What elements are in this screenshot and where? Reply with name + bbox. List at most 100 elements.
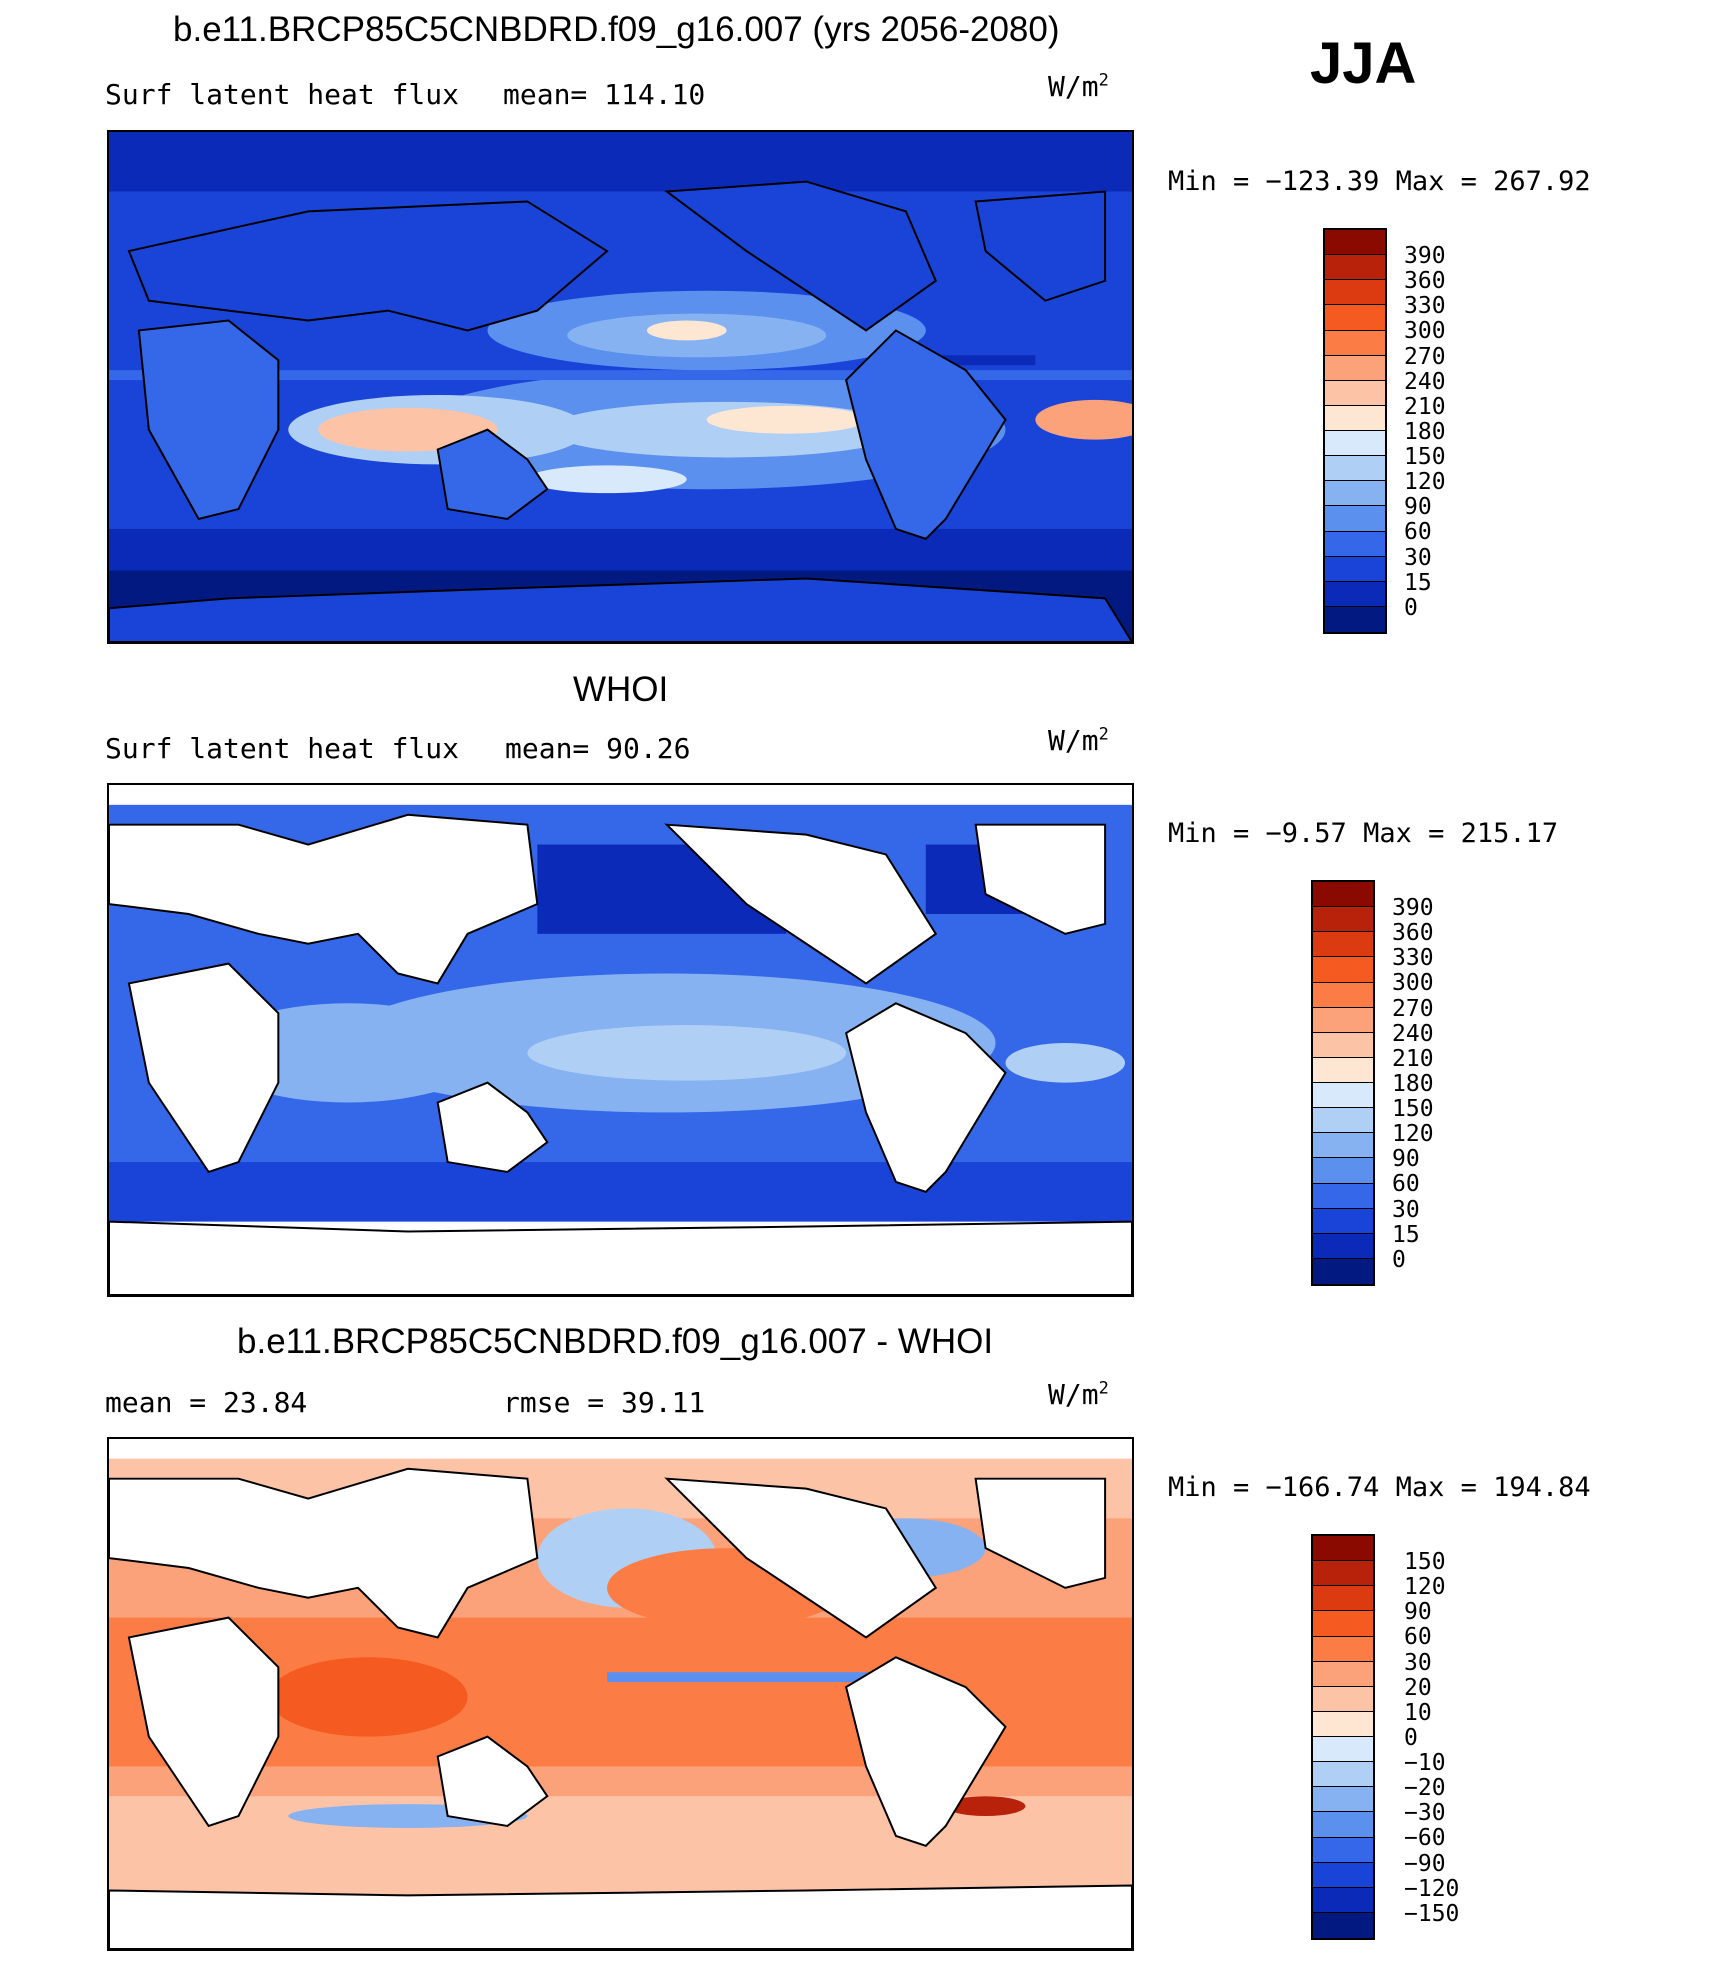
colorbar-swatch: [1325, 431, 1385, 457]
colorbar-tick-label: 390: [1404, 243, 1446, 269]
colorbar-tick-label: 330: [1404, 293, 1446, 320]
colorbar-swatch: [1313, 882, 1373, 908]
colorbar-tick-label: 210: [1404, 393, 1446, 420]
colorbar-tick-label: 240: [1392, 1020, 1434, 1047]
colorbar-swatch: [1325, 456, 1385, 482]
rmse-label: rmse = 39.11: [503, 1386, 706, 1419]
colorbar-tick-label: 0: [1392, 1246, 1406, 1273]
colorbar-tick-label: 150: [1392, 1096, 1434, 1122]
colorbar-tick-label: 180: [1404, 418, 1446, 445]
colorbar-labels: 390 360 330 300 270 240 210 180 150 120 90 60 30 15 0: [1392, 895, 1434, 1273]
colorbar-tick-label: −20: [1404, 1775, 1446, 1802]
colorbar-swatch: [1325, 556, 1385, 582]
colorbar-tick-label: 330: [1392, 945, 1434, 972]
colorbar-swatch: [1325, 355, 1385, 381]
colorbar-tick-label: 270: [1392, 995, 1434, 1022]
colorbar-swatch: [1313, 1258, 1373, 1284]
colorbar-tick-label: 240: [1404, 368, 1446, 395]
colorbar-swatch: [1313, 907, 1373, 933]
colorbar-tick-label: 20: [1404, 1674, 1432, 1701]
units-label: W/m2: [1048, 70, 1109, 103]
colorbar-tick-label: −10: [1404, 1750, 1446, 1776]
colorbar-swatch: [1313, 1862, 1373, 1888]
map-panel-diff: [107, 1437, 1134, 1951]
colorbar-tick-label: 150: [1404, 444, 1446, 470]
colorbar-swatch: [1313, 1737, 1373, 1763]
colorbar-swatch: [1313, 1561, 1373, 1587]
colorbar-tick-label: 60: [1392, 1171, 1420, 1198]
colorbar-swatch: [1313, 1133, 1373, 1159]
colorbar-swatch: [1313, 1007, 1373, 1033]
colorbar-swatch: [1325, 305, 1385, 331]
mean-label: mean= 114.10: [503, 78, 706, 111]
colorbar-swatch: [1313, 1536, 1373, 1562]
colorbar-swatch: [1313, 1108, 1373, 1134]
units-label: W/m2: [1048, 1378, 1109, 1411]
colorbar-tick-label: 0: [1404, 1724, 1418, 1751]
colorbar-labels: 390 360 330 300 270 240 210 180 150 120 90 60 30 15 0: [1404, 243, 1446, 621]
units-label: W/m2: [1048, 724, 1109, 757]
colorbar-swatch: [1313, 1887, 1373, 1913]
colorbar-tick-label: −30: [1404, 1800, 1446, 1827]
colorbar-swatch: [1325, 380, 1385, 406]
colorbar-tick-label: 90: [1392, 1146, 1420, 1173]
colorbar-swatch: [1313, 1661, 1373, 1687]
colorbar-tick-label: 0: [1404, 594, 1418, 621]
map-panel-model: [107, 130, 1134, 644]
colorbar-swatch: [1325, 255, 1385, 281]
minmax-label: Min = −123.39 Max = 267.92: [1168, 166, 1591, 197]
colorbar-swatch: [1313, 1837, 1373, 1863]
colorbar-tick-label: 120: [1404, 1574, 1446, 1601]
colorbar-tick-label: −90: [1404, 1850, 1446, 1877]
colorbar-tick-label: 90: [1404, 494, 1432, 521]
colorbar-swatch: [1325, 280, 1385, 306]
colorbar-swatch: [1313, 1636, 1373, 1662]
colorbar-swatch: [1313, 1183, 1373, 1209]
colorbar-swatch: [1313, 932, 1373, 958]
colorbar-swatch: [1313, 1912, 1373, 1938]
colorbar-tick-label: 60: [1404, 1624, 1432, 1651]
colorbar-swatch: [1313, 1083, 1373, 1109]
colorbar-tick-label: −150: [1404, 1900, 1460, 1927]
minmax-label: Min = −9.57 Max = 215.17: [1168, 818, 1559, 849]
colorbar-tick-label: 210: [1392, 1045, 1434, 1072]
map-field-diff: [109, 1458, 1132, 1949]
colorbar-tick-label: 30: [1392, 1196, 1420, 1223]
colorbar-swatch: [1313, 1586, 1373, 1612]
colorbar-tick-label: −120: [1404, 1875, 1460, 1902]
colorbar-swatch: [1325, 506, 1385, 532]
colorbar-swatch: [1313, 957, 1373, 983]
panel-title: b.e11.BRCP85C5CNBDRD.f09_g16.007 (yrs 20…: [173, 10, 1060, 49]
colorbar-tick-label: 300: [1404, 318, 1446, 345]
colorbar-swatch: [1313, 1057, 1373, 1083]
colorbar: [1311, 880, 1375, 1286]
colorbar-tick-label: 360: [1392, 920, 1434, 947]
colorbar-tick-label: 150: [1404, 1549, 1446, 1575]
colorbar-swatch: [1313, 1711, 1373, 1737]
colorbar-tick-label: 120: [1392, 1121, 1434, 1148]
colorbar: [1311, 1534, 1375, 1940]
colorbar-labels: 150 120 90 60 30 20 10 0 −10 −20 −30 −60 −90 −120 −150: [1404, 1549, 1460, 1927]
panel-title: b.e11.BRCP85C5CNBDRD.f09_g16.007 - WHOI: [237, 1322, 994, 1361]
colorbar-swatch: [1325, 606, 1385, 632]
colorbar-tick-label: 30: [1404, 544, 1432, 571]
colorbar-tick-label: 10: [1404, 1699, 1432, 1726]
colorbar-tick-label: 15: [1392, 1221, 1420, 1248]
map-panel-obs: [107, 783, 1134, 1297]
map-field-obs: [109, 804, 1132, 1295]
mean-label: mean= 90.26: [505, 732, 691, 765]
season-label: JJA: [1310, 31, 1417, 96]
colorbar-tick-label: 90: [1404, 1599, 1432, 1626]
colorbar-swatch: [1313, 982, 1373, 1008]
colorbar-swatch: [1325, 481, 1385, 507]
colorbar-tick-label: 15: [1404, 569, 1432, 596]
colorbar-swatch: [1313, 1208, 1373, 1234]
panel-title: WHOI: [573, 670, 669, 709]
colorbar-swatch: [1325, 581, 1385, 607]
colorbar-swatch: [1325, 230, 1385, 256]
colorbar-tick-label: 360: [1404, 268, 1446, 295]
minmax-label: Min = −166.74 Max = 194.84: [1168, 1472, 1591, 1503]
colorbar-tick-label: 180: [1392, 1070, 1434, 1097]
colorbar-swatch: [1313, 1787, 1373, 1813]
colorbar-tick-label: 390: [1392, 895, 1434, 921]
